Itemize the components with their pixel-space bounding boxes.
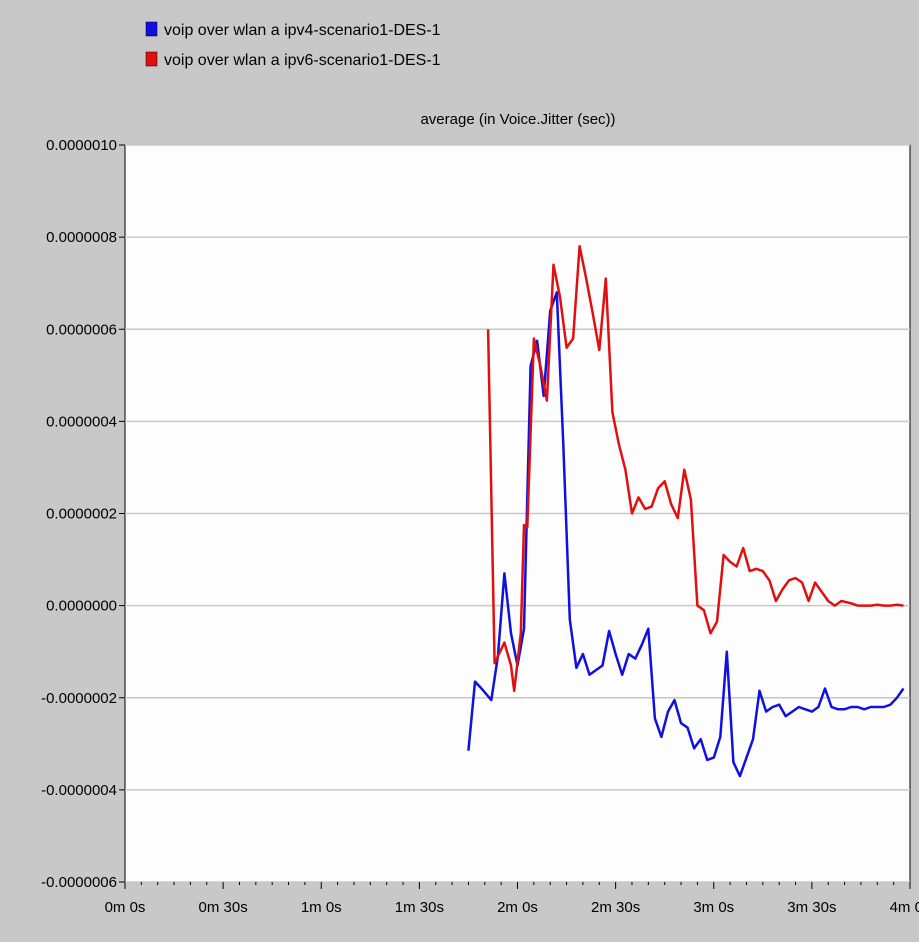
y-tick-label: 0.0000006 — [46, 321, 117, 338]
legend-label: voip over wlan a ipv6-scenario1-DES-1 — [164, 52, 441, 69]
y-tick-label: 0.0000004 — [46, 413, 117, 430]
grid-layer — [125, 144, 910, 883]
chart-title: average (in Voice.Jitter (sec)) — [420, 111, 615, 128]
x-tick-label: 4m 0s — [890, 899, 919, 916]
y-tick-label: 0.0000000 — [46, 598, 117, 615]
legend-swatch — [145, 51, 158, 67]
x-tick-label: 2m 0s — [497, 899, 538, 916]
x-tick-label: 2m 30s — [591, 899, 640, 916]
y-tick-label: -0.0000004 — [41, 782, 117, 799]
x-tick-label: 3m 0s — [693, 899, 734, 916]
axis-layer: 0.0000010 0.0000008 0.0000006 0.0000004 0.00… — [41, 137, 919, 916]
y-tick-label: 0.0000002 — [46, 506, 117, 523]
y-tick-label: -0.0000002 — [41, 690, 117, 707]
legend: voip over wlan a ipv4-scenario1-DES-1 voi… — [145, 21, 441, 69]
y-tick-label: 0.0000010 — [46, 137, 117, 154]
x-tick-label: 0m 30s — [199, 899, 248, 916]
series-line-ipv4 — [467, 291, 905, 778]
legend-swatch — [145, 21, 158, 37]
x-tick-label: 3m 30s — [787, 899, 836, 916]
x-tick-label: 1m 30s — [395, 899, 444, 916]
x-tick-label: 1m 0s — [301, 899, 342, 916]
series-layer — [467, 245, 905, 778]
x-tick-label: 0m 0s — [105, 899, 146, 916]
y-tick-label: 0.0000008 — [46, 229, 117, 246]
y-tick-label: -0.0000006 — [41, 874, 117, 891]
legend-label: voip over wlan a ipv4-scenario1-DES-1 — [164, 22, 441, 39]
series-line-ipv6 — [486, 245, 904, 693]
